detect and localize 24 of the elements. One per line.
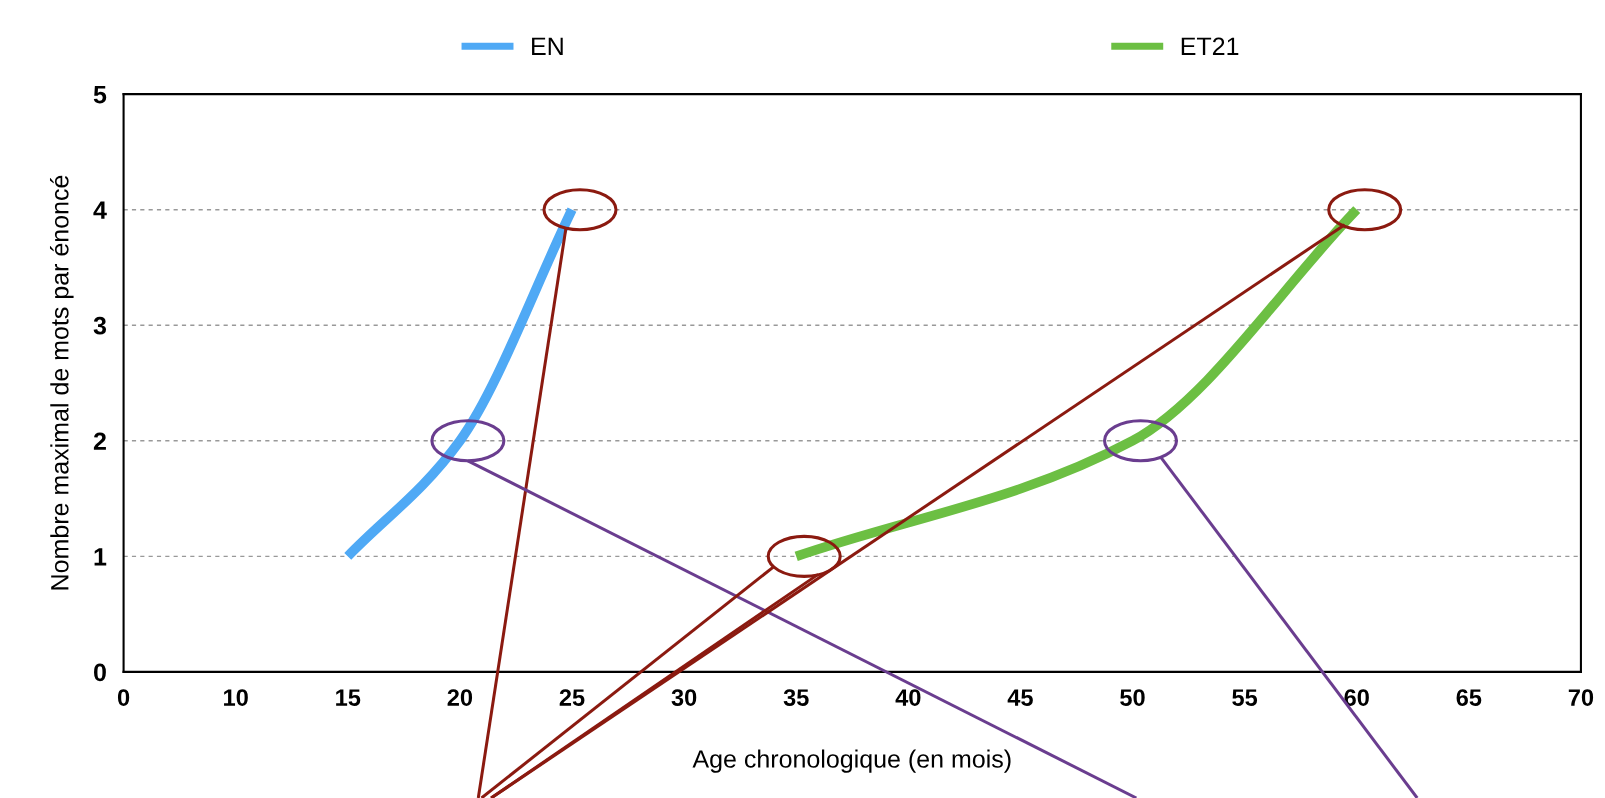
x-tick-label: 65 (1456, 689, 1482, 706)
x-tick-label: 30 (671, 689, 697, 706)
x-tick-label: 40 (895, 689, 921, 706)
x-axis-title: Age chronologique (en mois) (692, 749, 1011, 773)
x-tick-label: 0 (117, 689, 130, 706)
x-tick-label: 15 (336, 689, 361, 706)
legend-label: EN (532, 37, 563, 55)
y-tick-label: 0 (94, 663, 106, 682)
y-tick-label: 1 (94, 548, 107, 566)
x-tick-label: 10 (224, 689, 248, 706)
x-tick-label: 20 (447, 689, 473, 706)
y-tick-label: 4 (93, 201, 107, 219)
y-tick-label: 5 (93, 86, 107, 104)
y-tick-label: 2 (93, 432, 106, 450)
x-tick-label: 70 (1568, 689, 1594, 706)
x-tick-label: 25 (559, 689, 585, 706)
x-tick-label: 60 (1344, 689, 1369, 706)
x-tick-label: 50 (1120, 689, 1145, 706)
y-axis-title: Nombre maximal de mots par énoncé (49, 175, 74, 590)
x-tick-label: 45 (1007, 689, 1033, 706)
x-tick-label: 55 (1232, 689, 1258, 706)
x-tick-label: 35 (783, 689, 809, 706)
y-tick-label: 3 (93, 316, 107, 335)
legend-label: ET21 (1181, 37, 1239, 55)
